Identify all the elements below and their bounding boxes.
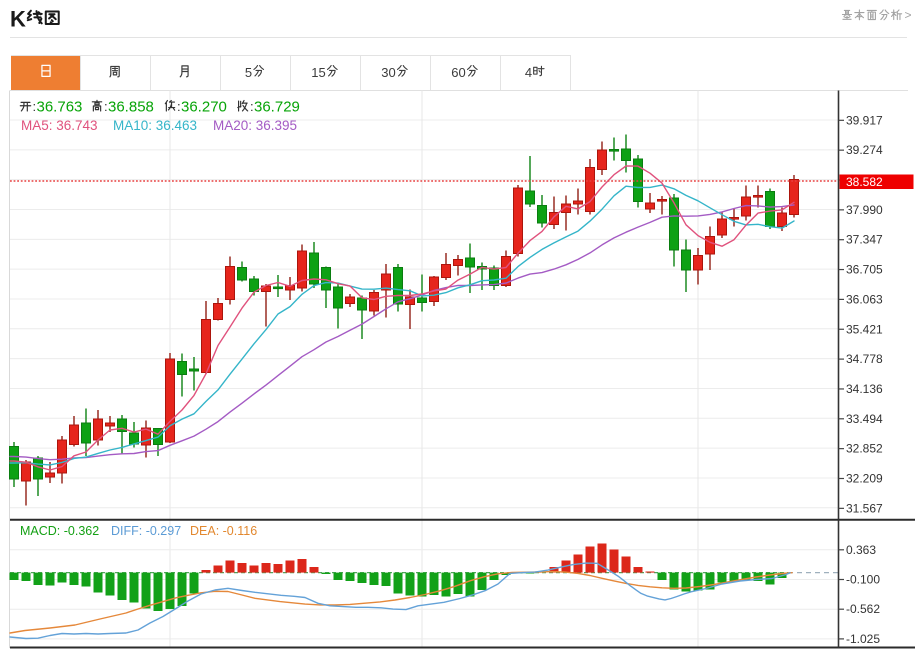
svg-text:MACD: -0.362: MACD: -0.362 — [20, 524, 99, 538]
svg-text:37.990: 37.990 — [846, 203, 883, 217]
svg-text::: : — [104, 99, 108, 114]
svg-text::: : — [250, 99, 254, 114]
svg-text:38.582: 38.582 — [846, 175, 883, 189]
svg-text:15: 15 — [311, 65, 325, 80]
svg-text:34.136: 34.136 — [846, 382, 883, 396]
svg-text:36.063: 36.063 — [846, 292, 883, 306]
svg-text:33.494: 33.494 — [846, 412, 883, 426]
svg-text:MA5: 36.743: MA5: 36.743 — [21, 118, 98, 133]
svg-text:32.852: 32.852 — [846, 442, 883, 456]
svg-text:37.347: 37.347 — [846, 233, 883, 247]
svg-text:DIFF: -0.297: DIFF: -0.297 — [111, 524, 181, 538]
svg-text:31.567: 31.567 — [846, 501, 883, 515]
svg-text::: : — [177, 99, 181, 114]
svg-text:39.274: 39.274 — [846, 143, 883, 157]
svg-text:34.778: 34.778 — [846, 352, 883, 366]
svg-text:>: > — [905, 8, 912, 22]
svg-text:30: 30 — [381, 65, 395, 80]
svg-text:36.763: 36.763 — [37, 99, 83, 116]
svg-text:36.705: 36.705 — [846, 263, 883, 277]
svg-text:36.270: 36.270 — [181, 99, 227, 116]
svg-text:DEA: -0.116: DEA: -0.116 — [190, 524, 257, 538]
svg-text::: : — [33, 99, 37, 114]
svg-text:60: 60 — [451, 65, 465, 80]
svg-text:4: 4 — [525, 65, 532, 80]
svg-text:MA10: 36.463: MA10: 36.463 — [113, 118, 197, 133]
svg-text:K: K — [10, 7, 26, 32]
svg-text:5: 5 — [245, 65, 252, 80]
svg-text:0.363: 0.363 — [846, 543, 876, 557]
svg-text:36.858: 36.858 — [108, 99, 154, 116]
svg-text:35.421: 35.421 — [846, 322, 883, 336]
svg-text:-0.562: -0.562 — [846, 602, 880, 616]
svg-text:-0.100: -0.100 — [846, 573, 880, 587]
svg-text:39.917: 39.917 — [846, 113, 883, 127]
svg-text:-1.025: -1.025 — [846, 632, 880, 646]
svg-text:32.209: 32.209 — [846, 472, 883, 486]
svg-text:MA20: 36.395: MA20: 36.395 — [213, 118, 297, 133]
svg-text:36.729: 36.729 — [254, 99, 300, 116]
